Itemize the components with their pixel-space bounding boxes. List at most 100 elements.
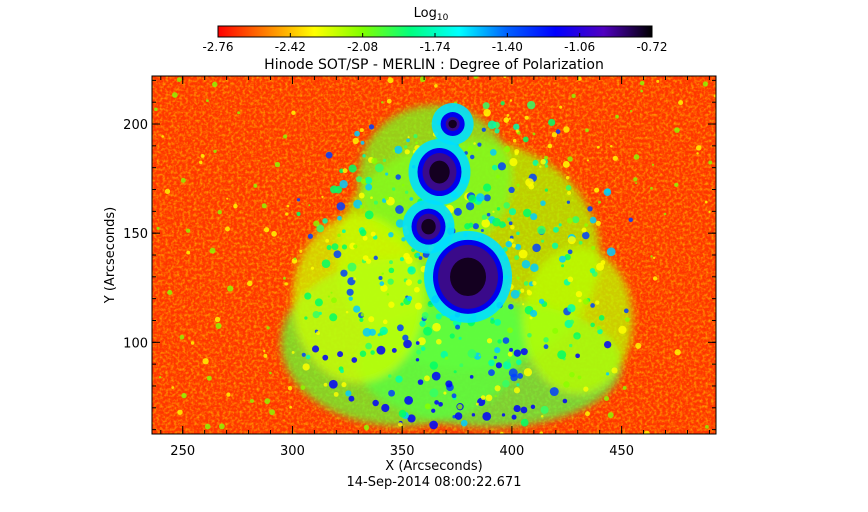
polarization-speckle (388, 374, 392, 378)
field-speckle (696, 152, 699, 155)
field-speckle (674, 127, 680, 133)
field-speckle (359, 128, 364, 133)
field-speckle (202, 358, 209, 365)
polarization-speckle (598, 315, 605, 321)
field-speckle (566, 217, 573, 224)
field-speckle (342, 168, 348, 174)
polarization-speckle (302, 363, 310, 371)
field-speckle (419, 76, 426, 83)
polarization-speckle (498, 221, 506, 228)
field-speckle (494, 394, 497, 398)
field-speckle (424, 375, 430, 382)
polarization-speckle (540, 405, 549, 414)
polarization-speckle (477, 142, 482, 147)
x-tick-label: 450 (609, 444, 634, 459)
field-speckle (630, 109, 633, 113)
field-speckle (161, 135, 165, 138)
polarization-speckle (379, 326, 388, 335)
polarization-speckle (567, 304, 576, 313)
field-speckle (598, 200, 602, 204)
field-speckle (159, 376, 162, 379)
polarization-speckle (543, 337, 549, 343)
field-speckle (522, 303, 525, 306)
polarization-speckle (481, 214, 488, 220)
polarization-speckle (492, 217, 501, 227)
polarization-speckle (480, 229, 484, 233)
polarization-speckle (397, 324, 404, 332)
polarization-speckle (403, 339, 412, 349)
field-speckle (215, 323, 222, 330)
field-speckle (218, 423, 225, 430)
polarization-speckle (316, 224, 325, 233)
polarization-speckle (516, 359, 522, 365)
field-speckle (650, 255, 653, 258)
field-speckle (512, 138, 517, 143)
field-speckle (611, 367, 618, 374)
polarization-speckle (415, 358, 420, 362)
polarization-speckle (555, 129, 561, 134)
polarization-speckle (453, 370, 457, 374)
polarization-speckle (416, 349, 422, 355)
field-speckle (330, 291, 333, 294)
x-axis-label: X (Arcseconds) (385, 459, 482, 474)
polarization-speckle (348, 395, 355, 402)
polarization-speckle (417, 337, 426, 346)
polarization-speckle (482, 411, 492, 421)
polarization-speckle (565, 176, 570, 180)
polarization-speckle (429, 361, 439, 370)
field-speckle (635, 342, 642, 349)
polarization-speckle (322, 354, 329, 361)
polarization-speckle (340, 369, 344, 374)
polarization-speckle (544, 188, 548, 192)
heatmap-image (152, 76, 716, 434)
field-speckle (224, 226, 231, 232)
polarization-speckle (373, 200, 378, 205)
polarization-speckle (348, 164, 357, 173)
field-speckle (283, 134, 288, 139)
polarization-speckle (567, 236, 576, 245)
polarization-speckle (527, 100, 536, 110)
polarization-speckle (518, 249, 528, 259)
field-speckle (499, 431, 504, 434)
polarization-speckle (406, 138, 410, 143)
polarization-speckle (509, 347, 514, 352)
field-speckle (591, 245, 596, 251)
polarization-speckle (337, 215, 342, 221)
field-speckle (323, 382, 328, 387)
polarization-speckle (516, 231, 520, 236)
field-speckle (179, 334, 185, 340)
field-speckle (164, 188, 171, 194)
polarization-speckle (359, 229, 367, 237)
polarization-speckle (578, 240, 583, 245)
polarization-speckle (483, 109, 491, 117)
field-speckle (515, 129, 519, 133)
field-speckle (656, 79, 660, 83)
y-tick-label: 200 (123, 118, 148, 133)
polarization-speckle (494, 347, 501, 354)
field-speckle (415, 141, 418, 145)
polarization-speckle (521, 259, 531, 269)
field-speckle (171, 92, 178, 98)
colorbar-tick-label: -0.72 (636, 40, 667, 54)
field-speckle (407, 136, 410, 139)
polarization-speckle (523, 281, 529, 286)
polarization-speckle (459, 363, 464, 368)
field-speckle (506, 113, 510, 117)
polarization-speckle (443, 391, 447, 395)
polarization-speckle (431, 371, 441, 381)
polarization-speckle (488, 359, 495, 367)
field-speckle (237, 111, 241, 115)
field-speckle (368, 316, 375, 323)
polarization-speckle (435, 313, 442, 320)
pore-upper-umbra (429, 160, 450, 184)
polarization-speckle (503, 117, 510, 123)
field-speckle (401, 183, 405, 187)
polarization-speckle (340, 269, 348, 277)
polarization-speckle (395, 375, 403, 383)
field-speckle (263, 227, 270, 233)
field-speckle (185, 228, 191, 233)
polarization-speckle (404, 395, 414, 405)
polarization-speckle (382, 158, 387, 163)
polarization-speckle (460, 419, 468, 427)
field-speckle (513, 387, 521, 394)
